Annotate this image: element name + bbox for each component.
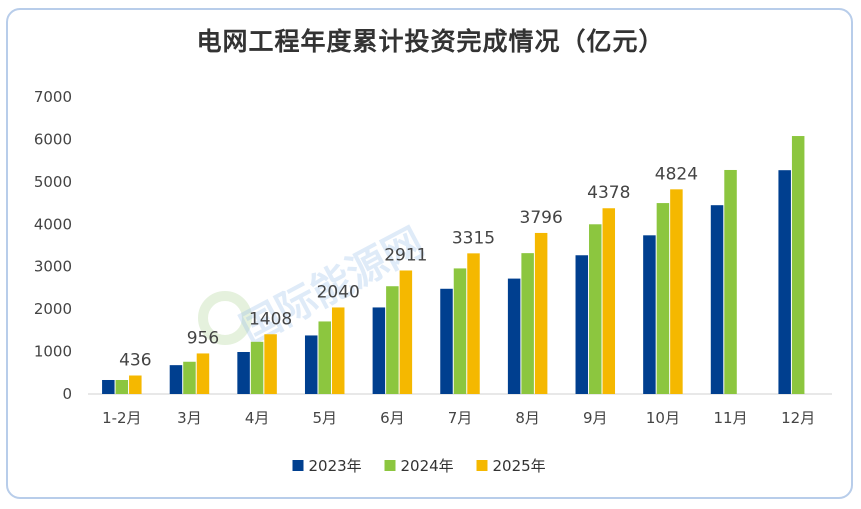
bar-2024年-12月 bbox=[791, 136, 805, 394]
x-tick-label: 8月 bbox=[515, 409, 540, 427]
bar-2024年-5月 bbox=[318, 321, 331, 394]
bar-2024年-11月 bbox=[724, 169, 737, 394]
data-label: 4824 bbox=[655, 164, 698, 184]
y-tick-label: 5000 bbox=[34, 173, 72, 191]
bar-2023年-5月 bbox=[304, 335, 318, 394]
y-tick-label: 6000 bbox=[34, 130, 72, 148]
x-tick-label: 1-2月 bbox=[102, 409, 142, 427]
data-label: 4378 bbox=[587, 183, 630, 203]
x-tick-label: 11月 bbox=[713, 409, 747, 427]
bar-2023年-11月 bbox=[710, 205, 724, 394]
bar-2023年-9月 bbox=[575, 255, 589, 394]
bar-2024年-1-2月 bbox=[115, 379, 129, 394]
data-label: 2040 bbox=[317, 282, 360, 302]
bar-2023年-4月 bbox=[237, 351, 250, 394]
y-tick-label: 0 bbox=[62, 385, 72, 403]
bar-2025年-4月 bbox=[264, 334, 277, 394]
bar-2025年-3月 bbox=[196, 353, 210, 394]
bar-2025年-5月 bbox=[331, 307, 345, 394]
y-tick-label: 3000 bbox=[34, 258, 72, 276]
legend-label: 2025年 bbox=[493, 457, 546, 475]
legend-swatch bbox=[292, 460, 304, 471]
bar-2023年-8月 bbox=[507, 278, 521, 394]
bar-2023年-10月 bbox=[643, 235, 656, 394]
bar-2024年-8月 bbox=[521, 253, 534, 394]
data-label: 3796 bbox=[520, 208, 563, 228]
y-tick-label: 7000 bbox=[34, 88, 72, 106]
x-tick-label: 12月 bbox=[781, 409, 815, 427]
y-tick-label: 1000 bbox=[34, 343, 72, 361]
bar-2024年-6月 bbox=[386, 286, 399, 394]
bar-2023年-6月 bbox=[372, 307, 386, 394]
y-tick-label: 2000 bbox=[34, 300, 72, 318]
data-label: 3315 bbox=[452, 228, 495, 248]
legend-swatch bbox=[476, 460, 488, 471]
chart-title: 电网工程年度累计投资完成情况（亿元） bbox=[196, 27, 665, 56]
bar-2025年-9月 bbox=[602, 208, 616, 394]
bar-2025年-8月 bbox=[534, 232, 548, 394]
data-labels: 436 956 1408 2040 2911 3315 3796 4378 4824 bbox=[119, 164, 698, 370]
bar-2025年-6月 bbox=[399, 270, 413, 394]
bar-2024年-9月 bbox=[589, 224, 602, 394]
y-axis: 0 1000 2000 3000 4000 5000 6000 7000 bbox=[34, 88, 72, 403]
x-tick-label: 4月 bbox=[245, 409, 270, 427]
x-tick-label: 10月 bbox=[646, 409, 680, 427]
bars bbox=[102, 136, 805, 394]
legend-label: 2024年 bbox=[401, 457, 454, 475]
legend-label: 2023年 bbox=[309, 457, 362, 475]
x-tick-label: 9月 bbox=[583, 409, 608, 427]
bar-2025年-1-2月 bbox=[129, 375, 142, 394]
x-tick-label: 6月 bbox=[380, 409, 405, 427]
data-label: 436 bbox=[119, 351, 151, 371]
bar-2024年-10月 bbox=[656, 203, 670, 394]
x-tick-label: 7月 bbox=[448, 409, 473, 427]
x-tick-label: 3月 bbox=[177, 409, 202, 427]
legend: 2023年 2024年 2025年 bbox=[292, 457, 546, 475]
legend-swatch bbox=[384, 460, 396, 471]
bar-2025年-10月 bbox=[670, 189, 683, 394]
bar-2024年-7月 bbox=[453, 268, 467, 394]
bar-2025年-7月 bbox=[467, 253, 480, 394]
bar-2024年-4月 bbox=[250, 341, 264, 394]
bar-2023年-1-2月 bbox=[102, 379, 115, 394]
x-axis: 1-2月 3月 4月 5月 6月 7月 8月 9月 10月 11月 12月 bbox=[102, 409, 815, 427]
y-tick-label: 4000 bbox=[34, 215, 72, 233]
data-label: 956 bbox=[187, 328, 219, 348]
data-label: 1408 bbox=[249, 309, 292, 329]
bar-2023年-7月 bbox=[440, 288, 453, 394]
bar-2023年-12月 bbox=[778, 170, 791, 394]
data-label: 2911 bbox=[384, 245, 427, 265]
bar-2023年-3月 bbox=[169, 365, 183, 394]
bar-2024年-3月 bbox=[183, 361, 196, 394]
watermark-logo-icon bbox=[198, 291, 252, 345]
x-tick-label: 5月 bbox=[312, 409, 337, 427]
